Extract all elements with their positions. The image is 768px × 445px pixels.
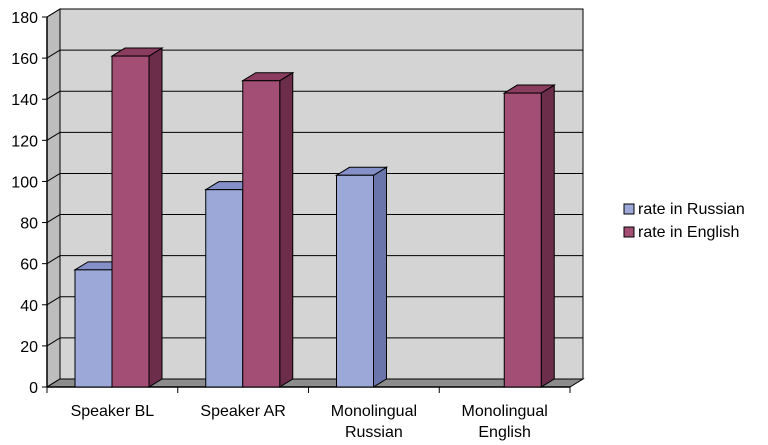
y-tick-label: 120 <box>11 133 38 150</box>
legend-label: rate in English <box>638 224 739 241</box>
bars <box>73 47 557 388</box>
bar-rate-in-english-0 <box>110 47 164 388</box>
y-tick-label: 20 <box>20 339 38 356</box>
side-wall <box>46 8 61 388</box>
y-tick-label: 40 <box>20 298 38 315</box>
gridline-side <box>46 49 61 59</box>
y-tick-label: 0 <box>29 380 38 397</box>
y-tick-label: 80 <box>20 216 38 233</box>
legend-swatch <box>623 203 635 215</box>
x-category-label: Speaker BL <box>71 403 155 420</box>
legend-swatch <box>623 226 635 238</box>
gridline-side <box>46 90 61 100</box>
gridline-side <box>46 255 61 265</box>
y-tick-label: 140 <box>11 92 38 109</box>
x-category-label: Monolingual Russian <box>331 403 417 441</box>
gridline-side <box>46 8 61 18</box>
legend-label: rate in Russian <box>638 201 745 218</box>
y-tick-label: 100 <box>11 174 38 191</box>
x-category-label: Monolingual English <box>461 403 547 441</box>
y-tick-label: 180 <box>11 10 38 27</box>
legend-item: rate in Russian <box>623 201 745 218</box>
gridline-side <box>46 131 61 141</box>
y-tick-label: 160 <box>11 51 38 68</box>
bar-rate-in-english-3 <box>502 84 557 388</box>
bar-rate-in-english-1 <box>240 71 295 388</box>
bar-rate-in-russian-2 <box>334 166 389 388</box>
legend-item: rate in English <box>623 224 739 241</box>
legend: rate in Russian rate in English <box>623 201 745 241</box>
gridline-side <box>46 173 61 182</box>
gridline-side <box>46 337 61 347</box>
x-category-label: Speaker AR <box>200 403 285 420</box>
y-tick-labels: 0 20 40 60 80 100 120 140 160 180 <box>11 10 38 397</box>
y-tick-label: 60 <box>20 257 38 274</box>
x-tick-labels: Speaker BL Speaker AR Monolingual Russian Mo… <box>71 403 548 441</box>
gridline-side <box>46 296 61 306</box>
gridline-side <box>46 214 61 223</box>
